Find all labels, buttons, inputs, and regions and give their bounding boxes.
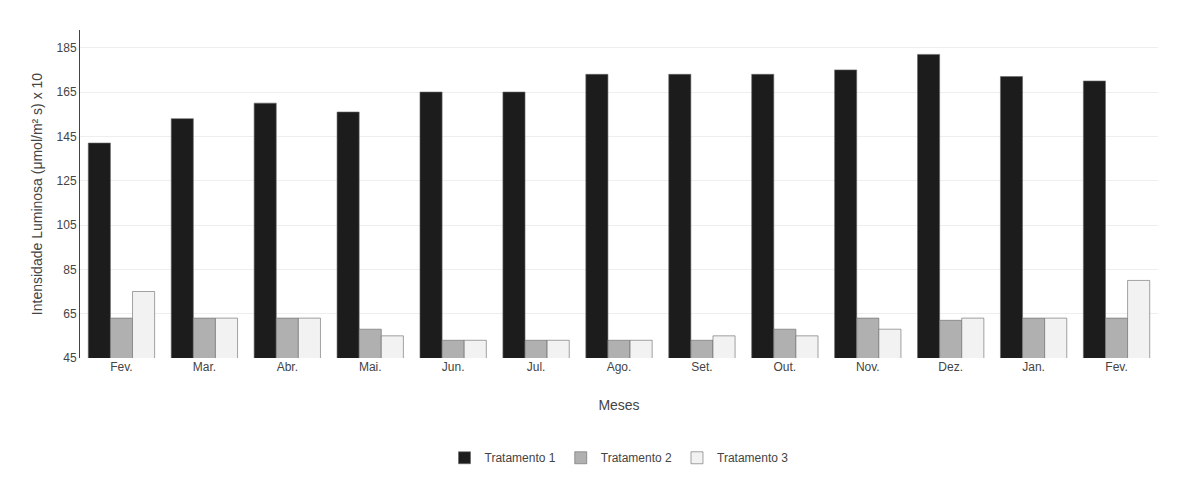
svg-text:Tratamento 2: Tratamento 2 [601,451,672,465]
svg-text:Dez.: Dez. [938,360,963,374]
svg-text:Jan.: Jan. [1022,360,1045,374]
svg-text:Jun.: Jun. [442,360,465,374]
svg-text:Fev.: Fev. [110,360,132,374]
svg-text:105: 105 [57,218,77,232]
svg-text:Ago.: Ago. [607,360,632,374]
svg-text:Tratamento 1: Tratamento 1 [485,451,556,465]
svg-text:Meses: Meses [598,397,639,413]
svg-text:Fev.: Fev. [1105,360,1127,374]
svg-text:165: 165 [57,85,77,99]
svg-text:125: 125 [57,174,77,188]
svg-text:Mai.: Mai. [359,360,382,374]
svg-text:85: 85 [63,263,77,277]
svg-text:Nov.: Nov. [856,360,880,374]
svg-text:45: 45 [63,351,77,365]
svg-text:Tratamento 3: Tratamento 3 [717,451,788,465]
svg-text:145: 145 [57,130,77,144]
svg-text:Set.: Set. [691,360,712,374]
svg-text:Jul.: Jul. [527,360,546,374]
svg-text:Out.: Out. [774,360,797,374]
svg-text:Abr.: Abr. [277,360,298,374]
svg-text:Mar.: Mar. [193,360,216,374]
svg-text:65: 65 [63,307,77,321]
svg-text:185: 185 [57,41,77,55]
svg-text:Intensidade Luminosa (μmol/m²: Intensidade Luminosa (μmol/m² s) x 10 [29,73,45,315]
